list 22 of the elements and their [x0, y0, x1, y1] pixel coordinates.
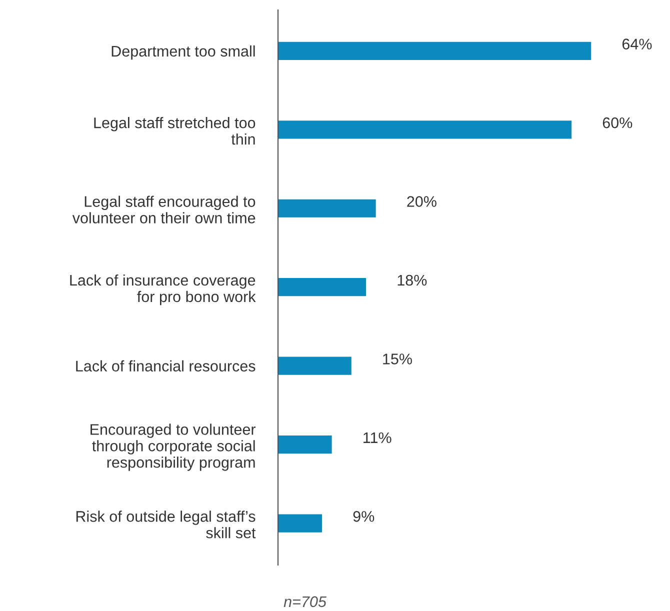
y-tick-label: Risk of outside legal staff’s skill set: [76, 510, 256, 538]
data-label: 18%: [398, 274, 427, 286]
text: n=705: [284, 596, 326, 608]
bar: [278, 120, 572, 139]
y-tick-label: Lack of financial resources: [76, 360, 256, 372]
bar: [278, 42, 592, 60]
data-label: 9%: [353, 511, 374, 522]
y-tick-label: Legal staff stretched too thin: [94, 117, 256, 145]
bar: [278, 514, 322, 532]
y-tick-label: Lack of insurance coverage for pro bono work: [70, 274, 256, 306]
bar: [278, 436, 332, 454]
data-label: 20%: [407, 196, 436, 207]
data-label: 64%: [622, 38, 652, 50]
bar: [278, 199, 376, 218]
data-label: 15%: [383, 354, 412, 364]
y-tick-label: Legal staff encouraged to volunteer on their own time: [72, 196, 256, 224]
y-tick-label: Encouraged to volunteer through corporate social responsibility program: [90, 424, 256, 471]
y-tick-label: Department too small: [112, 45, 255, 60]
bar: [278, 278, 366, 296]
data-label: 11%: [364, 432, 392, 444]
data-label: 60%: [602, 117, 632, 128]
bar: [278, 356, 352, 375]
